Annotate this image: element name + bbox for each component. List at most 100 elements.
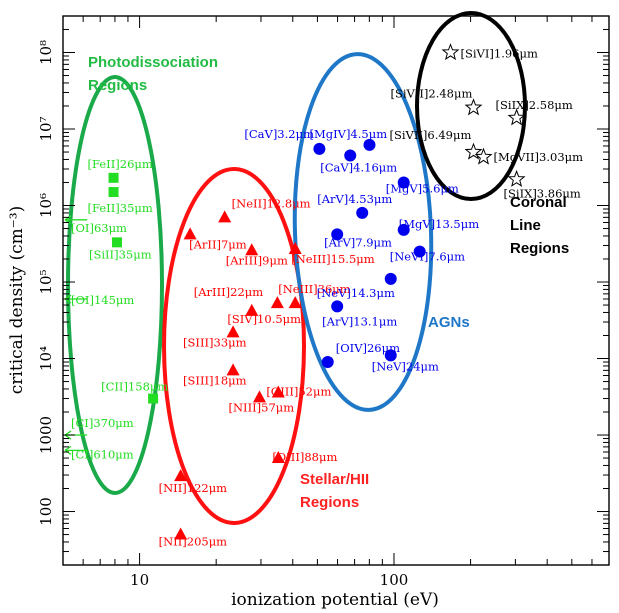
pdr-region-ellipse (66, 75, 164, 495)
circle-marker (356, 206, 369, 219)
x-tick-label: 10 (130, 571, 149, 589)
triangle-marker (226, 325, 240, 338)
plot-frame (62, 15, 610, 566)
circle-marker (384, 272, 397, 285)
point-label: [NII]205μm (159, 535, 228, 549)
region-labels: Photodissociation Regions Stellar/HII Regio… (88, 54, 569, 511)
point-label: [CaV]4.16μm (320, 161, 397, 175)
arrow-head (64, 219, 72, 225)
y-tick-label: 10⁶ (37, 193, 55, 218)
point-labels: [FeII]26μm [FeII]35μm [SiII]35μm [CII]158μm… (71, 47, 583, 549)
circle-marker (397, 223, 410, 236)
y-tick-label: 10⁸ (37, 40, 55, 65)
region-label: AGNs (428, 314, 470, 331)
square-marker (111, 237, 122, 248)
point-label: [OIII]88μm (272, 450, 337, 464)
point-label: [SiVII]6.49μm (389, 128, 471, 142)
region-label: Regions (510, 240, 569, 257)
circle-marker (313, 142, 326, 155)
point-label: [ArII]7μm (189, 237, 247, 251)
star-marker (464, 142, 483, 160)
star-marker (507, 169, 526, 187)
triangle-marker (270, 296, 284, 309)
agn-region-ellipse (292, 52, 434, 412)
triangle-marker (288, 242, 302, 255)
point-label: [NeII]12.8μm (232, 196, 311, 210)
triangle-marker (183, 227, 197, 240)
square-marker (108, 172, 119, 183)
point-label: [SIV]10.5μm (227, 312, 301, 326)
region-label: Regions (88, 77, 147, 94)
point-label: [NeVI]7.6μm (390, 250, 465, 264)
point-label: [SiVI]1.96μm (461, 47, 538, 61)
point-label: [NeIII]36μm (278, 282, 351, 296)
y-tick-label: 10⁷ (37, 116, 55, 141)
arrow-head (64, 445, 72, 451)
point-label: [SIII]18μm (183, 373, 247, 387)
point-label: [OI]63μm (71, 221, 127, 235)
circle-marker (413, 245, 426, 258)
region-label: Coronal (510, 194, 567, 211)
arrow-head (64, 430, 72, 436)
point-label: [SIII]33μm (183, 335, 247, 349)
region-label: Photodissociation (88, 54, 218, 71)
point-label: [NeV]24μm (372, 359, 439, 373)
circle-marker (384, 349, 397, 362)
point-label: [NIII]57μm (228, 400, 294, 414)
axes: 10 100 100 1000 10⁴ 10⁵ 10⁶ 10⁷ 10⁸ (37, 15, 610, 589)
triangle-marker (252, 390, 266, 403)
triangle-marker (271, 451, 285, 464)
coronal-region-ellipse (415, 11, 527, 201)
point-label: [CI]610μm (71, 447, 134, 461)
triangle-marker (245, 303, 259, 316)
region-ellipses (66, 11, 527, 525)
region-label: Regions (300, 494, 359, 511)
point-label: [ArV]4.53μm (317, 192, 392, 206)
arrow-head (64, 434, 72, 440)
point-label: [OIII]52μm (266, 384, 331, 398)
square-marker (148, 393, 159, 404)
point-label: [CI]370μm (71, 416, 134, 430)
point-label: [MgV]5.6μm (386, 181, 459, 195)
y-tick-label: 1000 (37, 416, 55, 454)
arrow-head (64, 294, 72, 300)
triangle-marker (174, 527, 188, 540)
star-marker (474, 147, 493, 165)
point-label: [SiII]35μm (89, 247, 152, 261)
point-label: [MgV]13.5μm (399, 217, 479, 231)
point-label: [OI]145μm (71, 293, 134, 307)
y-tick-label: 100 (37, 497, 55, 526)
y-axis-title: critical density (cm⁻³) (7, 206, 27, 394)
point-label: [ArV]7.9μm (324, 235, 392, 249)
y-tick-label: 10⁴ (37, 346, 55, 371)
triangle-marker (245, 243, 259, 256)
point-label: [MgVII]3.03μm (494, 150, 584, 164)
point-label: [MgIV]4.5μm (309, 127, 387, 141)
circle-marker (344, 149, 357, 162)
circle-marker (331, 228, 344, 241)
triangle-marker (226, 363, 240, 376)
point-label: [ArV]13.1μm (322, 314, 397, 328)
circle-marker (331, 300, 344, 313)
arrow-head (64, 298, 72, 304)
triangle-marker (288, 296, 302, 309)
x-axis-title: ionization potential (eV) (231, 590, 439, 610)
circle-marker (397, 176, 410, 189)
x-tick-label: 100 (380, 571, 409, 589)
point-label: [SiIX]2.58μm (496, 98, 573, 112)
circle-marker (321, 356, 334, 369)
point-label: [NeIII]15.5μm (291, 252, 375, 266)
triangle-marker (218, 210, 232, 223)
point-label: [SiVII]2.48μm (390, 87, 472, 101)
point-label: [FeII]26μm (88, 157, 153, 171)
triangle-marker (174, 469, 188, 482)
region-label: Stellar/HII (300, 471, 369, 488)
point-label: [FeII]35μm (88, 201, 153, 215)
circle-marker (363, 138, 376, 151)
point-label: [CaV]3.2μm (244, 127, 314, 141)
star-marker (507, 108, 526, 126)
point-label: [NII]122μm (159, 481, 228, 495)
point-label: [SiIX]3.86μm (504, 186, 581, 200)
point-label: [ArIII]9μm (226, 253, 288, 267)
